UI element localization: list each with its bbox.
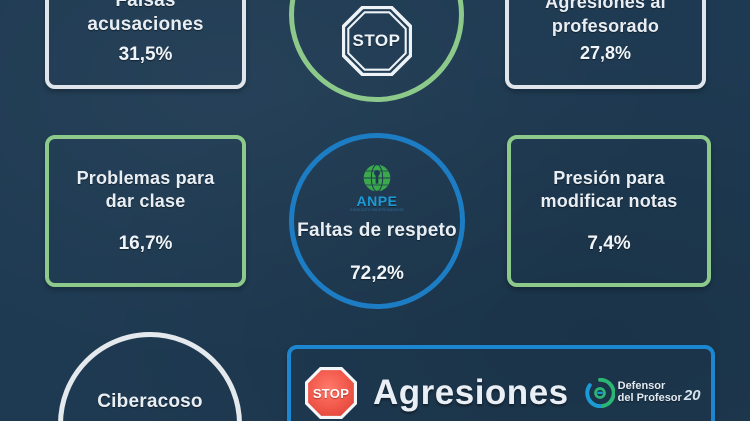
stat-label-line1: Agresiones al bbox=[545, 0, 666, 13]
stat-label-line1: Faltas de respeto bbox=[297, 219, 457, 241]
stat-card-falsas-acusaciones: Falsas acusaciones 31,5% bbox=[45, 0, 246, 89]
stat-label-line2: acusaciones bbox=[87, 14, 204, 35]
stat-percentage: 31,5% bbox=[118, 44, 173, 66]
stat-label-line2: profesorado bbox=[551, 15, 660, 36]
anpe-globe-icon bbox=[363, 164, 391, 192]
defensor-del-profesor-logo: Defensor del Profesor 20 bbox=[584, 378, 701, 408]
stop-circle: STOP bbox=[289, 0, 464, 102]
defensor-wordmark: Defensor del Profesor bbox=[618, 381, 682, 404]
stat-card-problemas-dar-clase: Problemas para dar clase 16,7% bbox=[45, 135, 246, 287]
stat-percentage: 27,8% bbox=[579, 42, 632, 63]
defensor-swirl-icon bbox=[584, 378, 615, 408]
stat-label-line1: Ciberacoso bbox=[97, 390, 203, 412]
stat-percentage: 7,4% bbox=[587, 233, 631, 255]
stop-sign-icon: STOP bbox=[341, 5, 412, 76]
defensor-line1: Defensor bbox=[617, 380, 666, 393]
stat-label-line1: Falsas bbox=[115, 0, 176, 11]
stat-circle-faltas-de-respeto: ANPE SINDICATO INDEPENDIENTE Faltas de r… bbox=[289, 133, 465, 309]
stat-percentage: 16,7% bbox=[118, 233, 173, 255]
stat-percentage: 72,2% bbox=[350, 262, 404, 284]
stop-sign-text: STOP bbox=[352, 30, 401, 50]
defensor-years-badge: 20 bbox=[683, 386, 701, 404]
stat-circle-ciberacoso: Ciberacoso 7,4% bbox=[58, 332, 242, 421]
stop-sign-red-icon: STOP bbox=[305, 367, 357, 419]
anpe-logo: ANPE SINDICATO INDEPENDIENTE bbox=[350, 163, 404, 213]
title-banner: STOP Agresiones Defensor del Profesor 20 bbox=[287, 345, 715, 421]
defensor-line2: del Profesor bbox=[617, 392, 682, 404]
stop-sign-red-text: STOP bbox=[312, 385, 350, 401]
anpe-tagline: SINDICATO INDEPENDIENTE bbox=[350, 208, 404, 213]
anpe-wordmark: ANPE bbox=[356, 193, 398, 210]
stat-label-line1: Problemas para bbox=[76, 167, 215, 188]
stat-card-presion-modificar-notas: Presión para modificar notas 7,4% bbox=[507, 135, 711, 287]
stat-label-line1: Presión para bbox=[553, 167, 665, 188]
banner-title: Agresiones bbox=[373, 373, 569, 412]
stat-label-line2: dar clase bbox=[105, 191, 186, 211]
stat-card-agresiones-profesorado: Agresiones al profesorado 27,8% bbox=[505, 0, 706, 89]
stat-label-line2: modificar notas bbox=[540, 191, 678, 211]
